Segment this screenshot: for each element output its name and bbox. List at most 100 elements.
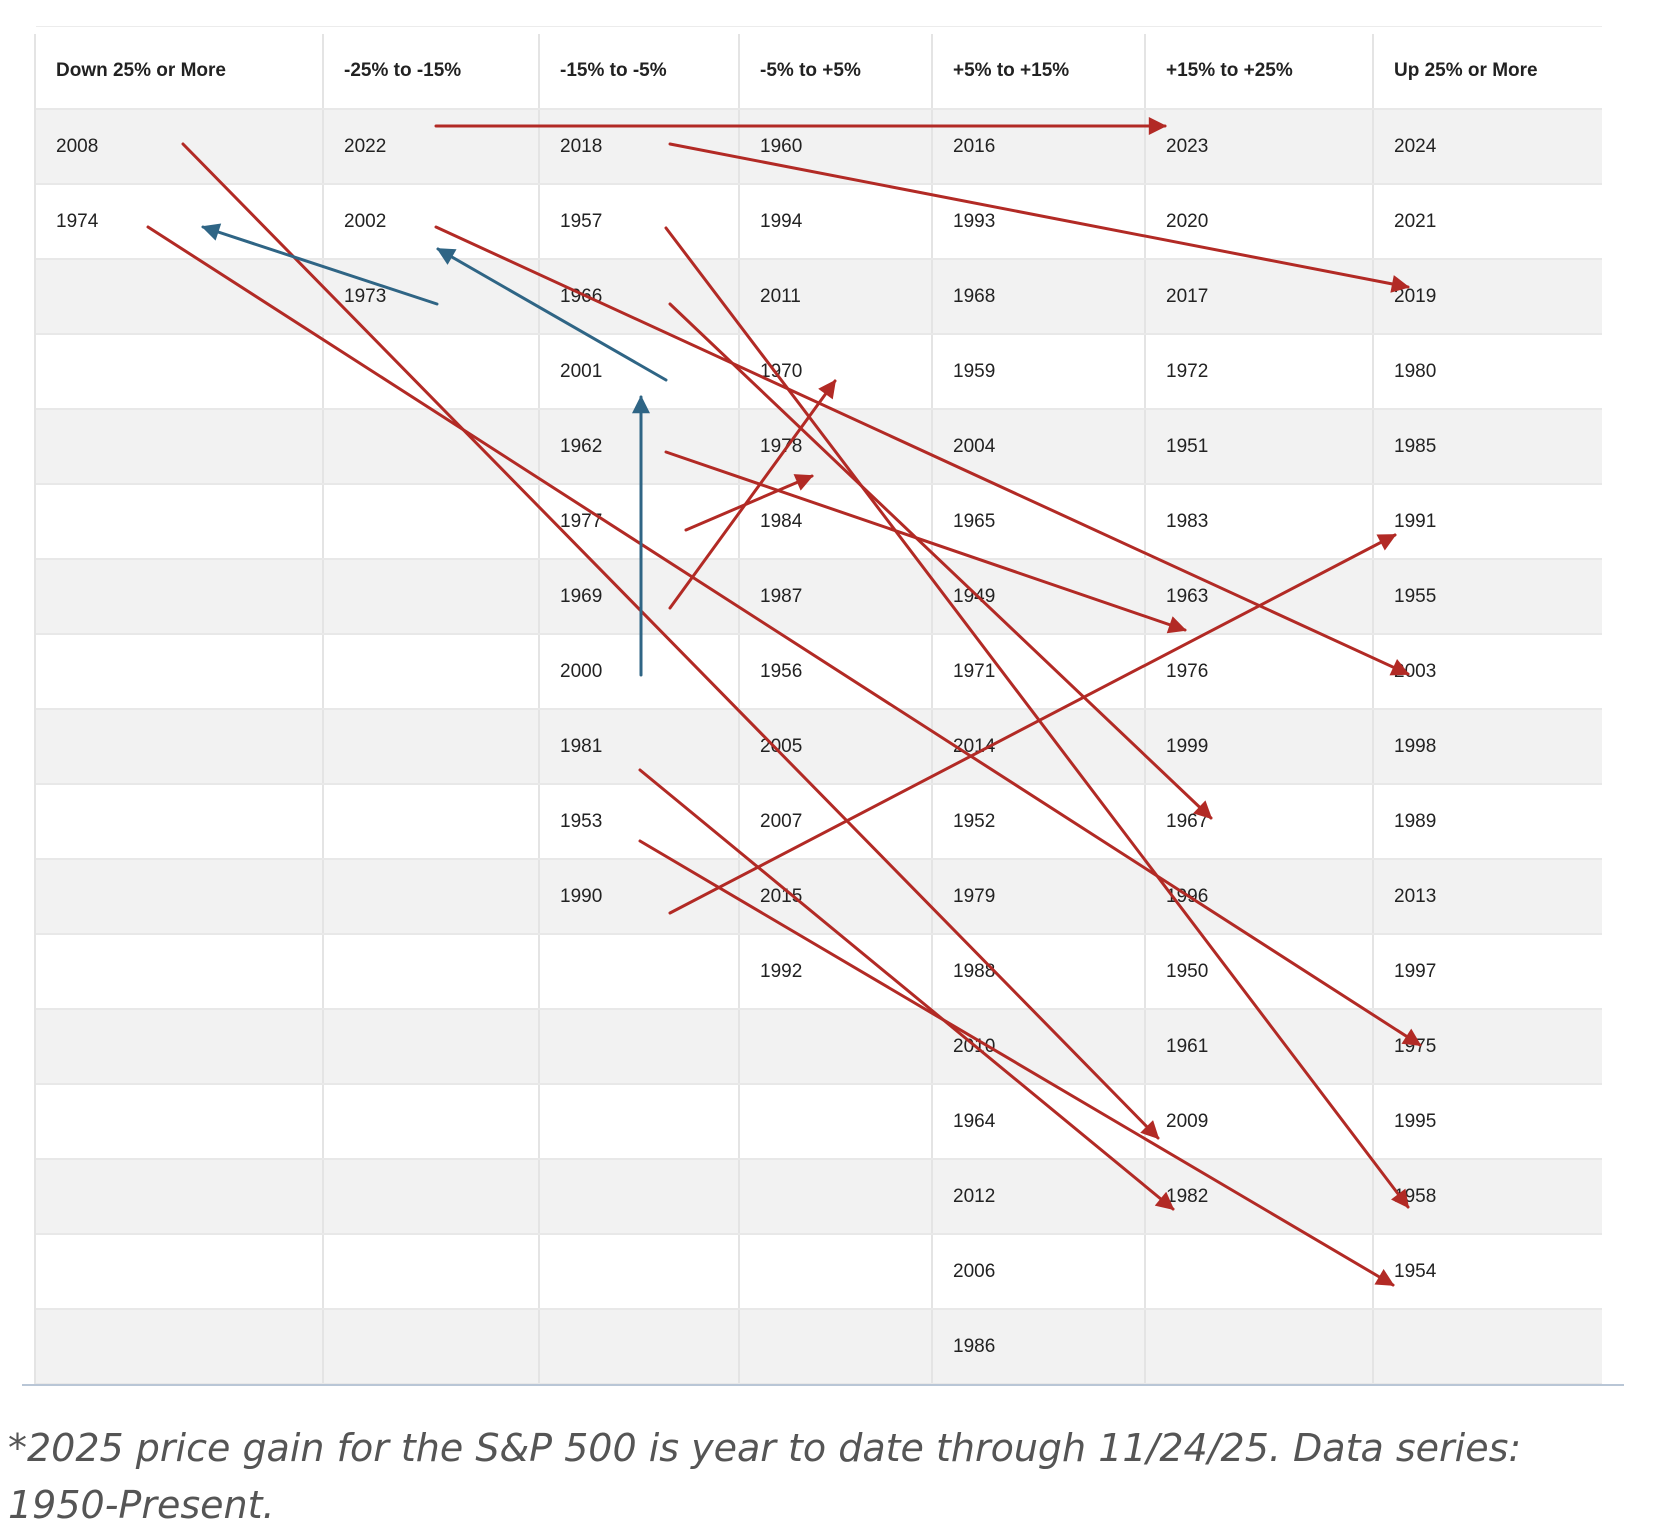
table-cell: 1978 xyxy=(739,409,933,485)
table-cell: 2004 xyxy=(932,409,1146,485)
table-cell: 2024 xyxy=(1373,109,1602,185)
table-cell: 1994 xyxy=(739,184,933,260)
table-cell: 2019 xyxy=(1373,259,1602,335)
table-cell: 1959 xyxy=(932,334,1146,410)
returns-grid: Down 25% or More -25% to -15% -15% to -5… xyxy=(36,34,1602,1385)
table-cell xyxy=(323,484,540,560)
table-cell: 1951 xyxy=(1145,409,1374,485)
table-cell xyxy=(323,1009,540,1085)
table-row: 2008 2022 2018 1960 2016 2023 2024 xyxy=(36,109,1602,185)
table-cell: 1961 xyxy=(1145,1009,1374,1085)
table-cell: 1972 xyxy=(1145,334,1374,410)
table-cell: 1955 xyxy=(1373,559,1602,635)
table-cell: 2006 xyxy=(932,1234,1146,1310)
table-cell: 1987 xyxy=(739,559,933,635)
table-cell xyxy=(36,484,324,560)
table-cell: 2003 xyxy=(1373,634,1602,710)
table-cell: 2001 xyxy=(539,334,740,410)
table-cell: 1950 xyxy=(1145,934,1374,1010)
table-row: 1962 1978 2004 1951 1985 xyxy=(36,409,1602,485)
table-cell: 1995 xyxy=(1373,1084,1602,1160)
table-cell: 1998 xyxy=(1373,709,1602,785)
table-cell: 1977 xyxy=(539,484,740,560)
table-cell: 1999 xyxy=(1145,709,1374,785)
table-cell xyxy=(36,784,324,860)
table-cell: 1964 xyxy=(932,1084,1146,1160)
table-cell xyxy=(323,934,540,1010)
table-row: 1992 1988 1950 1997 xyxy=(36,934,1602,1010)
table-cell xyxy=(36,559,324,635)
table-cell xyxy=(739,1009,933,1085)
table-cell: 1980 xyxy=(1373,334,1602,410)
table-cell: 1960 xyxy=(739,109,933,185)
table-row: 1977 1984 1965 1983 1991 xyxy=(36,484,1602,560)
column-header: +5% to +15% xyxy=(932,34,1146,110)
table-cell: 2008 xyxy=(36,109,324,185)
table-cell: 2011 xyxy=(739,259,933,335)
table-cell xyxy=(323,859,540,935)
table-cell xyxy=(36,1309,324,1385)
table-cell: 1966 xyxy=(539,259,740,335)
table-cell xyxy=(36,634,324,710)
table-cell: 1952 xyxy=(932,784,1146,860)
table-cell: 1969 xyxy=(539,559,740,635)
table-cell xyxy=(36,409,324,485)
table-cell: 1974 xyxy=(36,184,324,260)
table-cell: 1983 xyxy=(1145,484,1374,560)
table-cell: 2016 xyxy=(932,109,1146,185)
table-cell: 1973 xyxy=(323,259,540,335)
table-cell xyxy=(323,1159,540,1235)
table-left-border xyxy=(34,34,36,1385)
table-row: 2012 1982 1958 xyxy=(36,1159,1602,1235)
table-cell: 1986 xyxy=(932,1309,1146,1385)
table-cell: 1968 xyxy=(932,259,1146,335)
table-cell xyxy=(539,1159,740,1235)
header-row: Down 25% or More -25% to -15% -15% to -5… xyxy=(36,34,1602,110)
table-cell xyxy=(739,1084,933,1160)
table-cell: 2021 xyxy=(1373,184,1602,260)
table-cell: 2015 xyxy=(739,859,933,935)
table-cell xyxy=(539,934,740,1010)
column-header: Up 25% or More xyxy=(1373,34,1602,110)
table-cell xyxy=(739,1159,933,1235)
table-cell xyxy=(539,1234,740,1310)
table-cell xyxy=(36,859,324,935)
table-cell xyxy=(323,559,540,635)
table-cell xyxy=(539,1084,740,1160)
table-row: 1981 2005 2014 1999 1998 xyxy=(36,709,1602,785)
column-header: -5% to +5% xyxy=(739,34,933,110)
table-cell: 1967 xyxy=(1145,784,1374,860)
table-cell: 1953 xyxy=(539,784,740,860)
table-cell: 1990 xyxy=(539,859,740,935)
table-cell: 1962 xyxy=(539,409,740,485)
table-row: 1986 xyxy=(36,1309,1602,1385)
table-row: 2001 1970 1959 1972 1980 xyxy=(36,334,1602,410)
table-cell: 1989 xyxy=(1373,784,1602,860)
table-cell xyxy=(36,334,324,410)
table-cell: 2010 xyxy=(932,1009,1146,1085)
table-cell xyxy=(36,1084,324,1160)
table-cell: 1971 xyxy=(932,634,1146,710)
table-cell xyxy=(323,409,540,485)
table-cell xyxy=(323,1084,540,1160)
table-cell: 2018 xyxy=(539,109,740,185)
table-cell: 2020 xyxy=(1145,184,1374,260)
table-cell xyxy=(36,1234,324,1310)
table-cell: 2014 xyxy=(932,709,1146,785)
table-row: 2000 1956 1971 1976 2003 xyxy=(36,634,1602,710)
column-header: -25% to -15% xyxy=(323,34,540,110)
column-header: +15% to +25% xyxy=(1145,34,1374,110)
top-rule xyxy=(36,26,1602,27)
table-cell xyxy=(36,934,324,1010)
table-cell: 1996 xyxy=(1145,859,1374,935)
table-cell: 1963 xyxy=(1145,559,1374,635)
table-row: 1953 2007 1952 1967 1989 xyxy=(36,784,1602,860)
table-cell xyxy=(1145,1234,1374,1310)
table-cell: 2005 xyxy=(739,709,933,785)
table-cell xyxy=(323,334,540,410)
table-cell: 2017 xyxy=(1145,259,1374,335)
table-cell: 1991 xyxy=(1373,484,1602,560)
table-row: 1974 2002 1957 1994 1993 2020 2021 xyxy=(36,184,1602,260)
table-row: 1969 1987 1949 1963 1955 xyxy=(36,559,1602,635)
table-cell: 1958 xyxy=(1373,1159,1602,1235)
